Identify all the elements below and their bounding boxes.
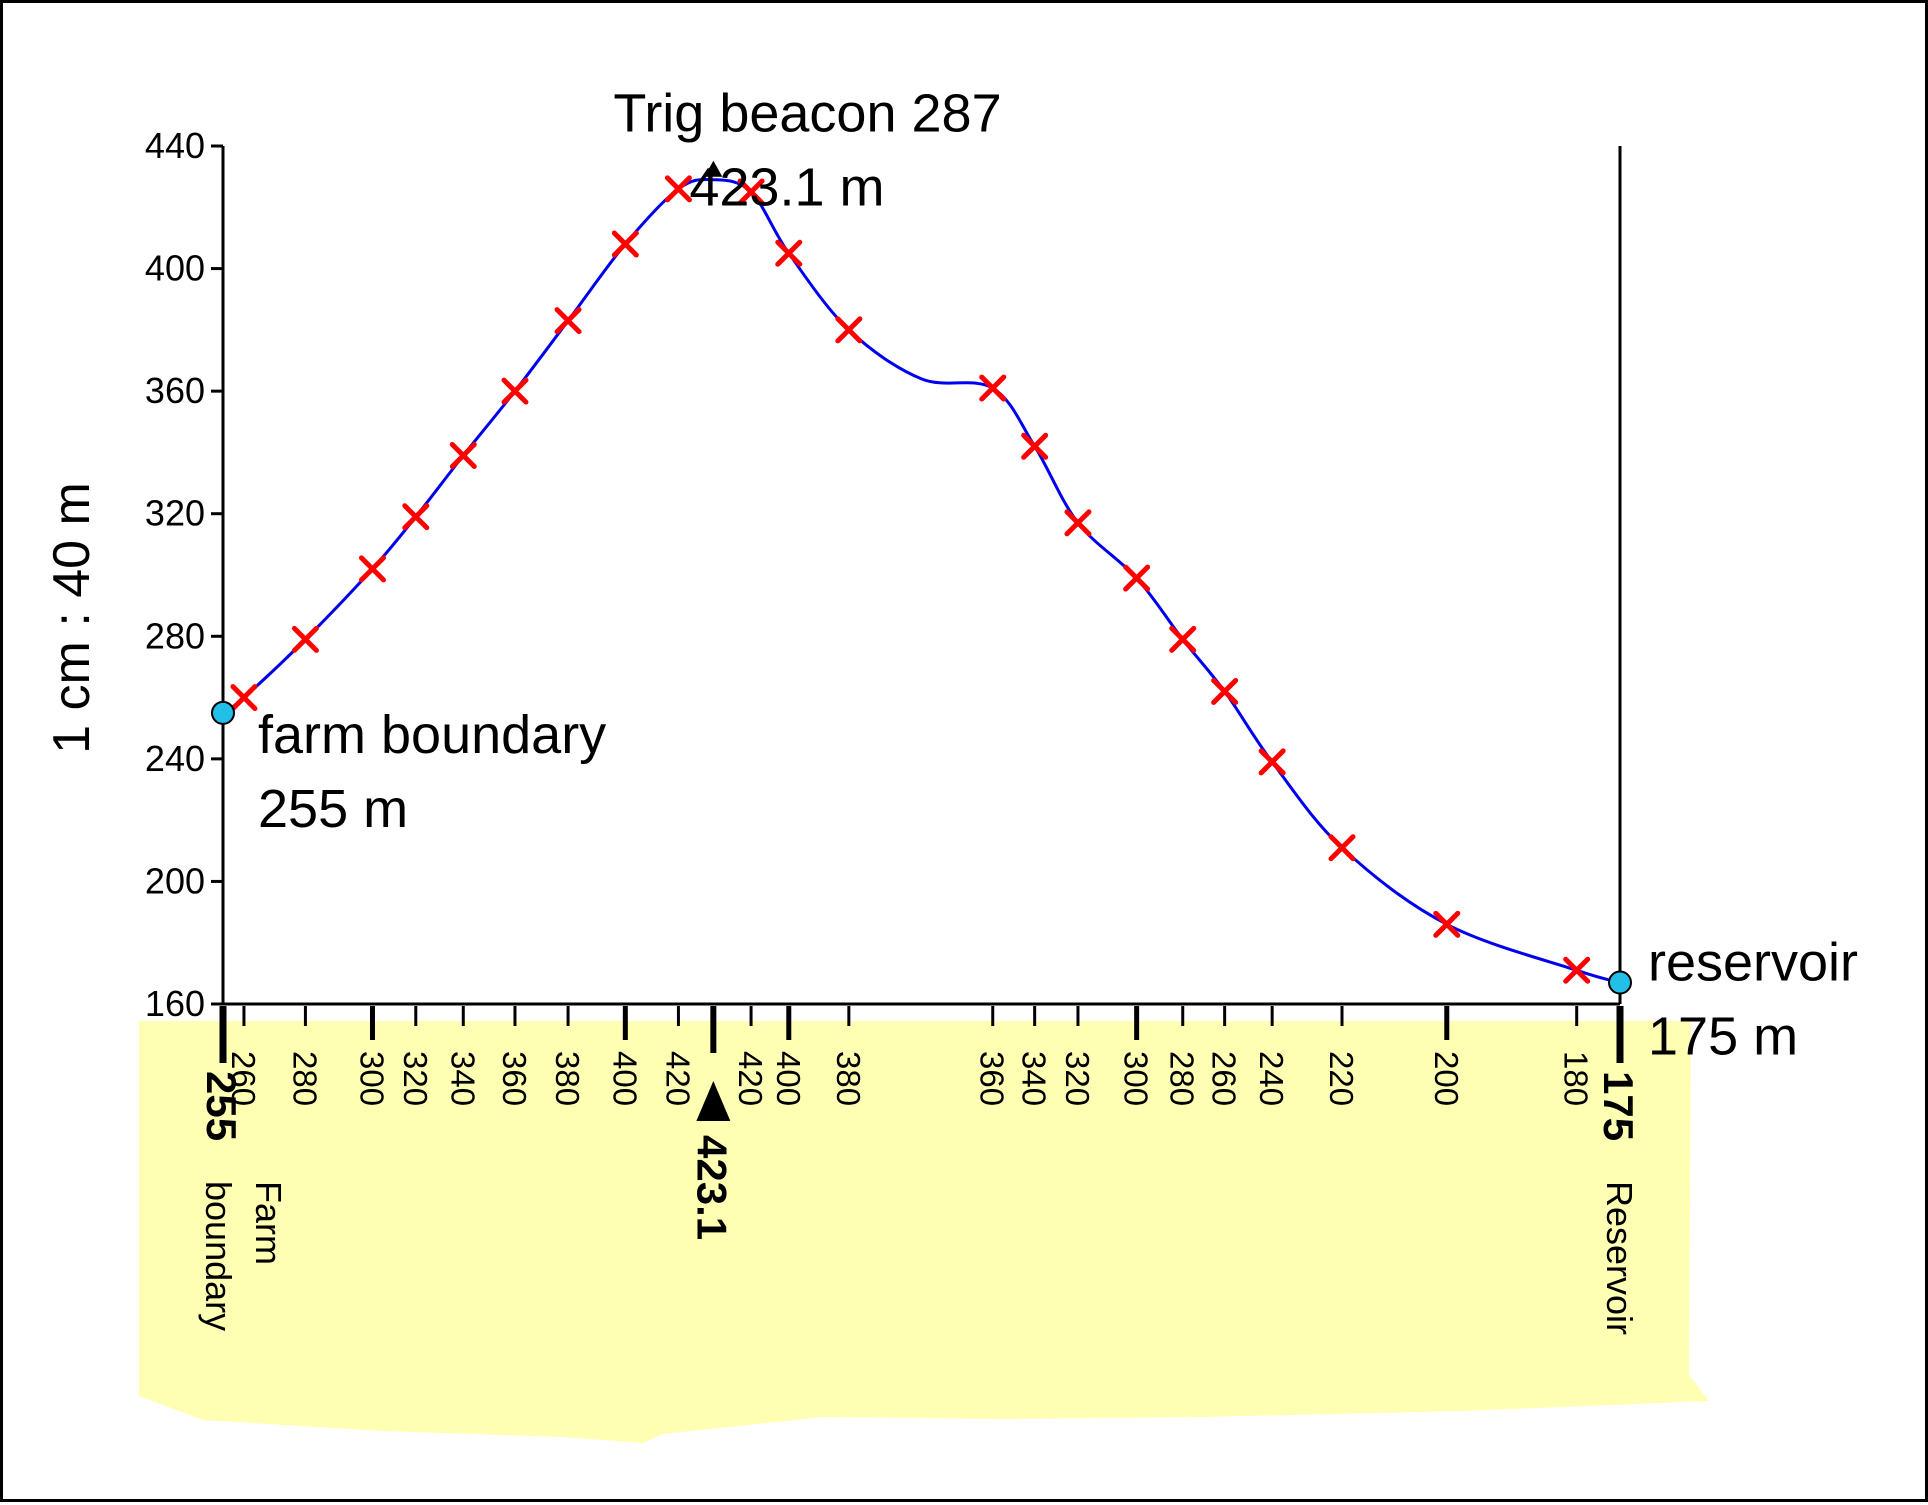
data-point-marker xyxy=(1169,625,1197,653)
contour-crossing-label: 300 xyxy=(1118,1051,1155,1106)
data-point-marker xyxy=(1563,956,1591,984)
y-tick-label: 400 xyxy=(145,248,205,289)
y-tick-label: 240 xyxy=(145,738,205,779)
profile-line xyxy=(222,177,1621,984)
beacon-label-line: Trig beacon 287 xyxy=(613,84,1001,144)
reservoir-label-line: 175 m xyxy=(1648,1007,1798,1067)
endpoint-name-label: Reservoir xyxy=(1599,1181,1640,1335)
data-point-marker xyxy=(1064,509,1092,537)
data-point-marker xyxy=(230,684,258,712)
contour-crossing-label: 420 xyxy=(659,1051,696,1106)
trig-beacon-icon xyxy=(704,160,723,177)
data-point-marker xyxy=(449,441,477,469)
contour-crossing-label: 340 xyxy=(444,1051,481,1106)
data-point-marker xyxy=(664,175,692,203)
trig-beacon-strip-icon xyxy=(696,1081,731,1121)
farm-label-line: farm boundary xyxy=(258,705,606,765)
y-tick-label: 360 xyxy=(145,370,205,411)
contour-crossing-label: 180 xyxy=(1558,1051,1595,1106)
data-point-marker xyxy=(1433,910,1461,938)
y-tick-label: 280 xyxy=(145,615,205,656)
contour-crossing-label: 380 xyxy=(549,1051,586,1106)
contour-crossing-label: 200 xyxy=(1428,1051,1465,1106)
data-point-marker xyxy=(737,178,765,206)
contour-crossing-label: 260 xyxy=(1206,1051,1243,1106)
contour-crossing-label: 240 xyxy=(1253,1051,1290,1106)
strip-layer: 260 280 300 320 340 360 380 400 420 420 400 380 360 3… xyxy=(198,1006,1642,1335)
contour-crossing-label: 260 xyxy=(225,1051,262,1106)
beacon-height-label: 423.1 xyxy=(688,1135,735,1240)
contour-crossing-label: 280 xyxy=(286,1051,323,1106)
contour-strip-paper xyxy=(139,1021,1709,1443)
y-tick-label: 320 xyxy=(145,493,205,534)
data-point-marker xyxy=(358,555,386,583)
annotation-layer: Trig beacon 287 423.1 m farm boundary 255 m… xyxy=(211,84,1858,1067)
reservoir-point-marker xyxy=(1608,970,1632,995)
cross-section-chart: 260 280 300 320 340 360 380 400 420 420 400 380 360 3… xyxy=(43,84,1858,1443)
curve-layer xyxy=(222,177,1621,984)
data-point-marker xyxy=(1211,677,1239,705)
data-point-marker xyxy=(611,230,639,258)
y-tick-label: 160 xyxy=(145,983,205,1024)
data-point-marker xyxy=(402,503,430,531)
data-point-marker xyxy=(1021,432,1049,460)
y-axis-scale-label: 1 cm : 40 m xyxy=(43,482,101,754)
contour-crossing-label: 220 xyxy=(1323,1051,1360,1106)
endpoint-height-label: 255 xyxy=(198,1071,245,1141)
data-point-marker xyxy=(835,316,863,344)
marker-layer xyxy=(230,175,1591,984)
reservoir-label-line: reservoir xyxy=(1648,933,1858,993)
data-point-marker xyxy=(554,307,582,335)
endpoint-name-label: Farm xyxy=(248,1181,289,1265)
contour-crossing-label: 360 xyxy=(974,1051,1011,1106)
data-point-marker xyxy=(501,377,529,405)
data-point-marker xyxy=(1123,564,1151,592)
data-point-marker xyxy=(1258,748,1286,776)
y-tick-label: 200 xyxy=(145,860,205,901)
contour-crossing-label: 280 xyxy=(1164,1051,1201,1106)
contour-crossing-label: 340 xyxy=(1016,1051,1053,1106)
contour-crossing-label: 360 xyxy=(496,1051,533,1106)
beacon-label-line: 423.1 m xyxy=(689,158,884,218)
axis-layer: 160 200 240 280 320 360 400 440 xyxy=(145,125,1622,1024)
contour-crossing-label: 320 xyxy=(1059,1051,1096,1106)
endpoint-name-label: boundary xyxy=(198,1181,239,1331)
contour-crossing-label: 300 xyxy=(353,1051,390,1106)
data-point-marker xyxy=(775,239,803,267)
y-tick-label: 440 xyxy=(145,125,205,166)
farm-point-marker xyxy=(211,700,235,725)
contour-crossing-label: 400 xyxy=(770,1051,807,1106)
contour-crossing-label: 420 xyxy=(732,1051,769,1106)
contour-crossing-label: 400 xyxy=(606,1051,643,1106)
data-point-marker xyxy=(979,374,1007,402)
data-point-marker xyxy=(1328,834,1356,862)
farm-label-line: 255 m xyxy=(258,779,408,839)
endpoint-height-label: 175 xyxy=(1595,1071,1642,1141)
data-point-marker xyxy=(291,625,319,653)
contour-crossing-label: 380 xyxy=(830,1051,867,1106)
contour-crossing-label: 320 xyxy=(397,1051,434,1106)
